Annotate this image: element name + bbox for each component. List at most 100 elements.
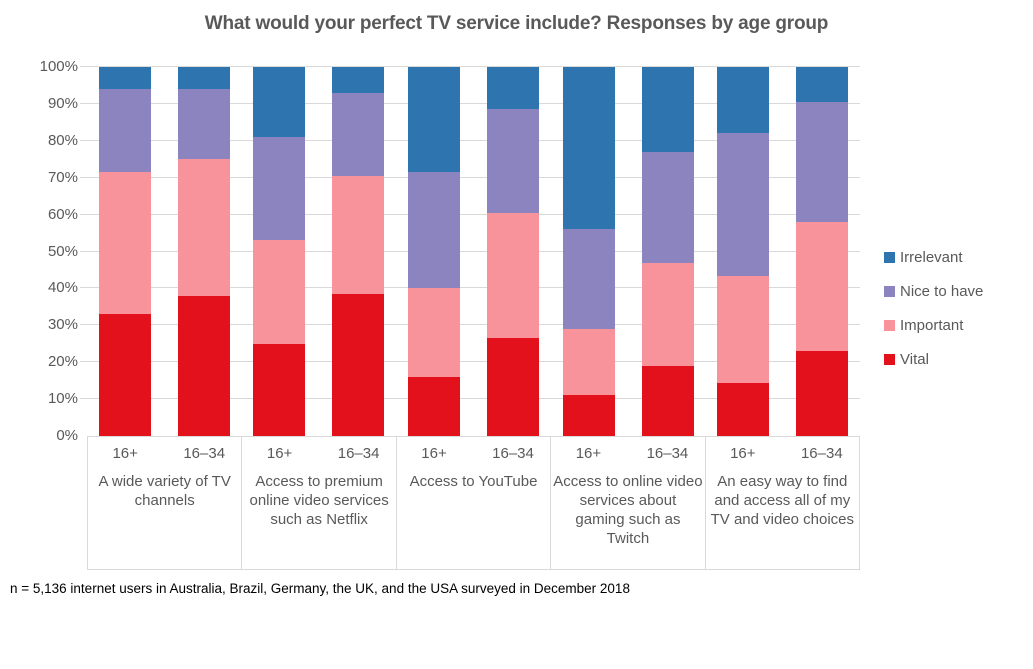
bar-group [87,67,242,436]
bar-segment-vital [641,365,694,436]
legend-item: Irrelevant [884,248,983,266]
age-group-label: 16+ [730,445,756,462]
gridline [80,66,860,67]
age-label-row: 16+ 16–34 [242,445,395,462]
bar-group [705,67,860,436]
footnote: n = 5,136 internet users in Australia, B… [10,581,630,596]
bar-segment-important [253,240,306,344]
bar-segment-nice-to-have [407,172,460,289]
bar-segment-vital [796,351,849,436]
gridline [80,250,860,252]
age-group-label: 16+ [421,445,447,462]
gridline [80,398,860,400]
age-label-row: 16+ 16–34 [88,445,241,462]
bar-segment-nice-to-have [332,92,385,176]
y-axis-tick-label: 0% [56,427,78,444]
bar-segment-important [486,212,539,339]
bar-group [242,67,397,436]
bar-segment-important [717,275,770,383]
category-axis: 16+ 16–34 A wide variety of TV channels 16+… [87,436,860,570]
age-label-row: 16+ 16–34 [706,445,859,462]
age-group-label: 16–34 [337,445,380,462]
chart-title: What would your perfect TV service inclu… [204,13,829,34]
bar-segment-irrelevant [562,67,615,230]
legend-swatch-irrelevant [884,251,895,263]
stacked-bar-16-34 [332,67,385,436]
y-axis-tick-label: 90% [47,94,78,112]
bar-segment-irrelevant [486,67,539,110]
bar-segment-nice-to-have [717,133,770,276]
legend-label: Nice to have [900,282,984,300]
category-label: A wide variety of TV channels [98,473,231,509]
bar-segment-vital [177,295,230,436]
stacked-bar-16 [407,67,460,436]
age-group-label: 16–34 [646,445,689,462]
bar-group [551,67,706,436]
bar-segment-nice-to-have [177,89,230,160]
bar-segment-irrelevant [332,67,385,93]
legend-item: Vital [884,350,983,368]
age-label-row: 16+ 16–34 [551,445,704,462]
category-cell: 16+ 16–34 An easy way to find and access a… [704,437,859,569]
y-axis-tick-label: 100% [39,58,78,75]
legend-swatch-nice-to-have [884,285,895,297]
age-group-label: 16–34 [183,445,226,462]
legend-item: Nice to have [884,282,984,300]
gridline [80,213,860,215]
stacked-bar-16-34 [177,67,230,436]
bar-segment-irrelevant [98,67,151,90]
category-cell: 16+ 16–34 A wide variety of TV channels [88,437,241,569]
bar-segment-important [796,222,849,352]
gridline [80,139,860,141]
y-axis-tick-label: 10% [47,390,78,408]
age-group-label: 16–34 [492,445,534,462]
legend-label: Vital [900,350,929,368]
bar-segment-irrelevant [717,67,770,134]
bar-segment-irrelevant [253,67,306,138]
y-axis-tick-label: 30% [47,316,78,334]
gridline [80,324,860,326]
y-axis-tick-label: 40% [47,279,78,297]
legend-label: Irrelevant [900,248,963,266]
y-axis: 0% 10% 20% 30% 40% 50% 60% 70% 80% 90% 100% [0,58,78,444]
bar-segment-vital [98,314,151,436]
bar-segment-vital [717,382,770,436]
stacked-bar-16 [98,67,151,436]
bar-segment-nice-to-have [486,109,539,213]
plot-area [80,66,860,436]
age-group-label: 16+ [266,445,293,462]
bar-segment-irrelevant [796,67,849,103]
bar-segment-nice-to-have [253,137,306,241]
bar-segment-important [407,288,460,377]
bar-segment-vital [486,338,539,436]
legend-label: Important [900,316,964,334]
bar-segment-nice-to-have [562,229,615,330]
category-label: Access to YouTube [409,473,538,490]
bar-segment-vital [332,293,385,436]
y-axis-tick-label: 70% [47,168,78,186]
bar-segment-irrelevant [641,67,694,152]
stacked-bar-16 [562,67,615,436]
bar-segment-important [332,175,385,294]
y-axis-tick-label: 20% [47,353,78,371]
bar-segment-important [641,262,694,366]
bar-segment-irrelevant [177,67,230,90]
bar-segment-important [562,329,615,396]
age-group-label: 16+ [112,445,138,462]
category-label: Access to premium online video services … [249,473,389,528]
bar-segment-vital [562,395,615,436]
y-axis-tick-label: 50% [47,242,78,260]
category-cell: 16+ 16–34 Access to premium online video s… [241,437,395,569]
gridline [80,176,860,178]
category-cell: 16+ 16–34 Access to online video services … [550,437,704,569]
bar-segment-important [98,172,151,315]
bar-segment-important [177,159,230,296]
bar-groups [87,67,860,436]
bar-group [396,67,551,436]
bar-segment-nice-to-have [796,102,849,222]
legend-item: Important [884,316,983,334]
stacked-bar-16-34 [641,67,694,436]
bar-segment-nice-to-have [641,151,694,263]
stacked-bar-16-34 [796,67,849,436]
